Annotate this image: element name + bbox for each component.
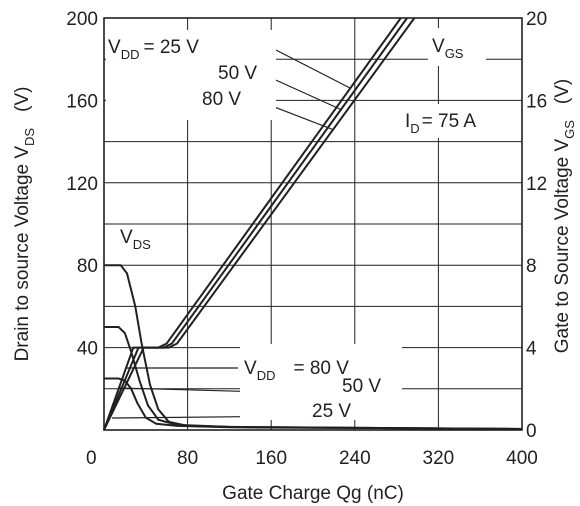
right-y-tick-label: 12: [526, 174, 547, 195]
x-tick-label: 80: [177, 448, 198, 469]
left-y-tick-label: 80: [77, 256, 98, 277]
x-tick-label: 0: [86, 448, 97, 469]
vgs-curve-vdd-80v: [103, 17, 416, 431]
tick-labels: 0 80 160 240 320 400 40 80 120 160 200 0 4 8 12 16 20: [66, 9, 547, 469]
right-y-tick-label: 4: [526, 339, 537, 360]
vds-vdd-label-bg: [240, 344, 402, 420]
series: [103, 17, 523, 431]
left-y-tick-label: 120: [66, 174, 98, 195]
left-y-tick-label: 40: [77, 339, 98, 360]
x-tick-label: 160: [255, 448, 287, 469]
annotations: VDD = 25 V 50 V 80 V VGS ID = 75 A VDS VDD…: [108, 36, 476, 422]
right-y-tick-label: 8: [526, 256, 537, 277]
plot-frame: [103, 17, 523, 431]
vds-vdd-first-label: VDD = 80 V: [244, 358, 349, 383]
left-y-tick-label: 200: [66, 9, 98, 30]
left-axis-title: Drain to source Voltage VDS(V): [12, 87, 37, 362]
right-y-tick-label: 20: [526, 9, 547, 30]
vgs-curve-label: VGS: [432, 36, 464, 61]
right-y-tick-label: 0: [526, 421, 537, 442]
drain-current-label: ID = 75 A: [405, 111, 476, 136]
id-label-bg: [398, 104, 508, 138]
x-tick-label: 400: [506, 448, 538, 469]
vds-vdd-second-label: 50 V: [342, 376, 381, 397]
right-axis-title: Gate to Source Voltage VGS(V): [552, 79, 577, 354]
vds-curve-vdd-25v: [104, 377, 523, 430]
right-y-tick-label: 16: [526, 91, 547, 112]
vgs-label-bg: [428, 28, 486, 66]
vgs-vdd-second-label: 50 V: [218, 63, 257, 84]
vgs-vdd-label-bg: [106, 30, 276, 120]
vgs-vdd-first-label: VDD = 25 V: [108, 37, 199, 62]
vgs-vdd-third-label: 80 V: [202, 89, 241, 110]
left-y-tick-label: 160: [66, 91, 98, 112]
vds-curve-label: VDS: [120, 227, 151, 252]
vds-vdd-third-label: 25 V: [312, 401, 351, 422]
leader-vgs-25v: [271, 47, 351, 89]
x-tick-label: 240: [339, 448, 371, 469]
x-axis-title: Gate Charge Qg (nC): [222, 483, 404, 504]
x-tick-label: 320: [423, 448, 455, 469]
